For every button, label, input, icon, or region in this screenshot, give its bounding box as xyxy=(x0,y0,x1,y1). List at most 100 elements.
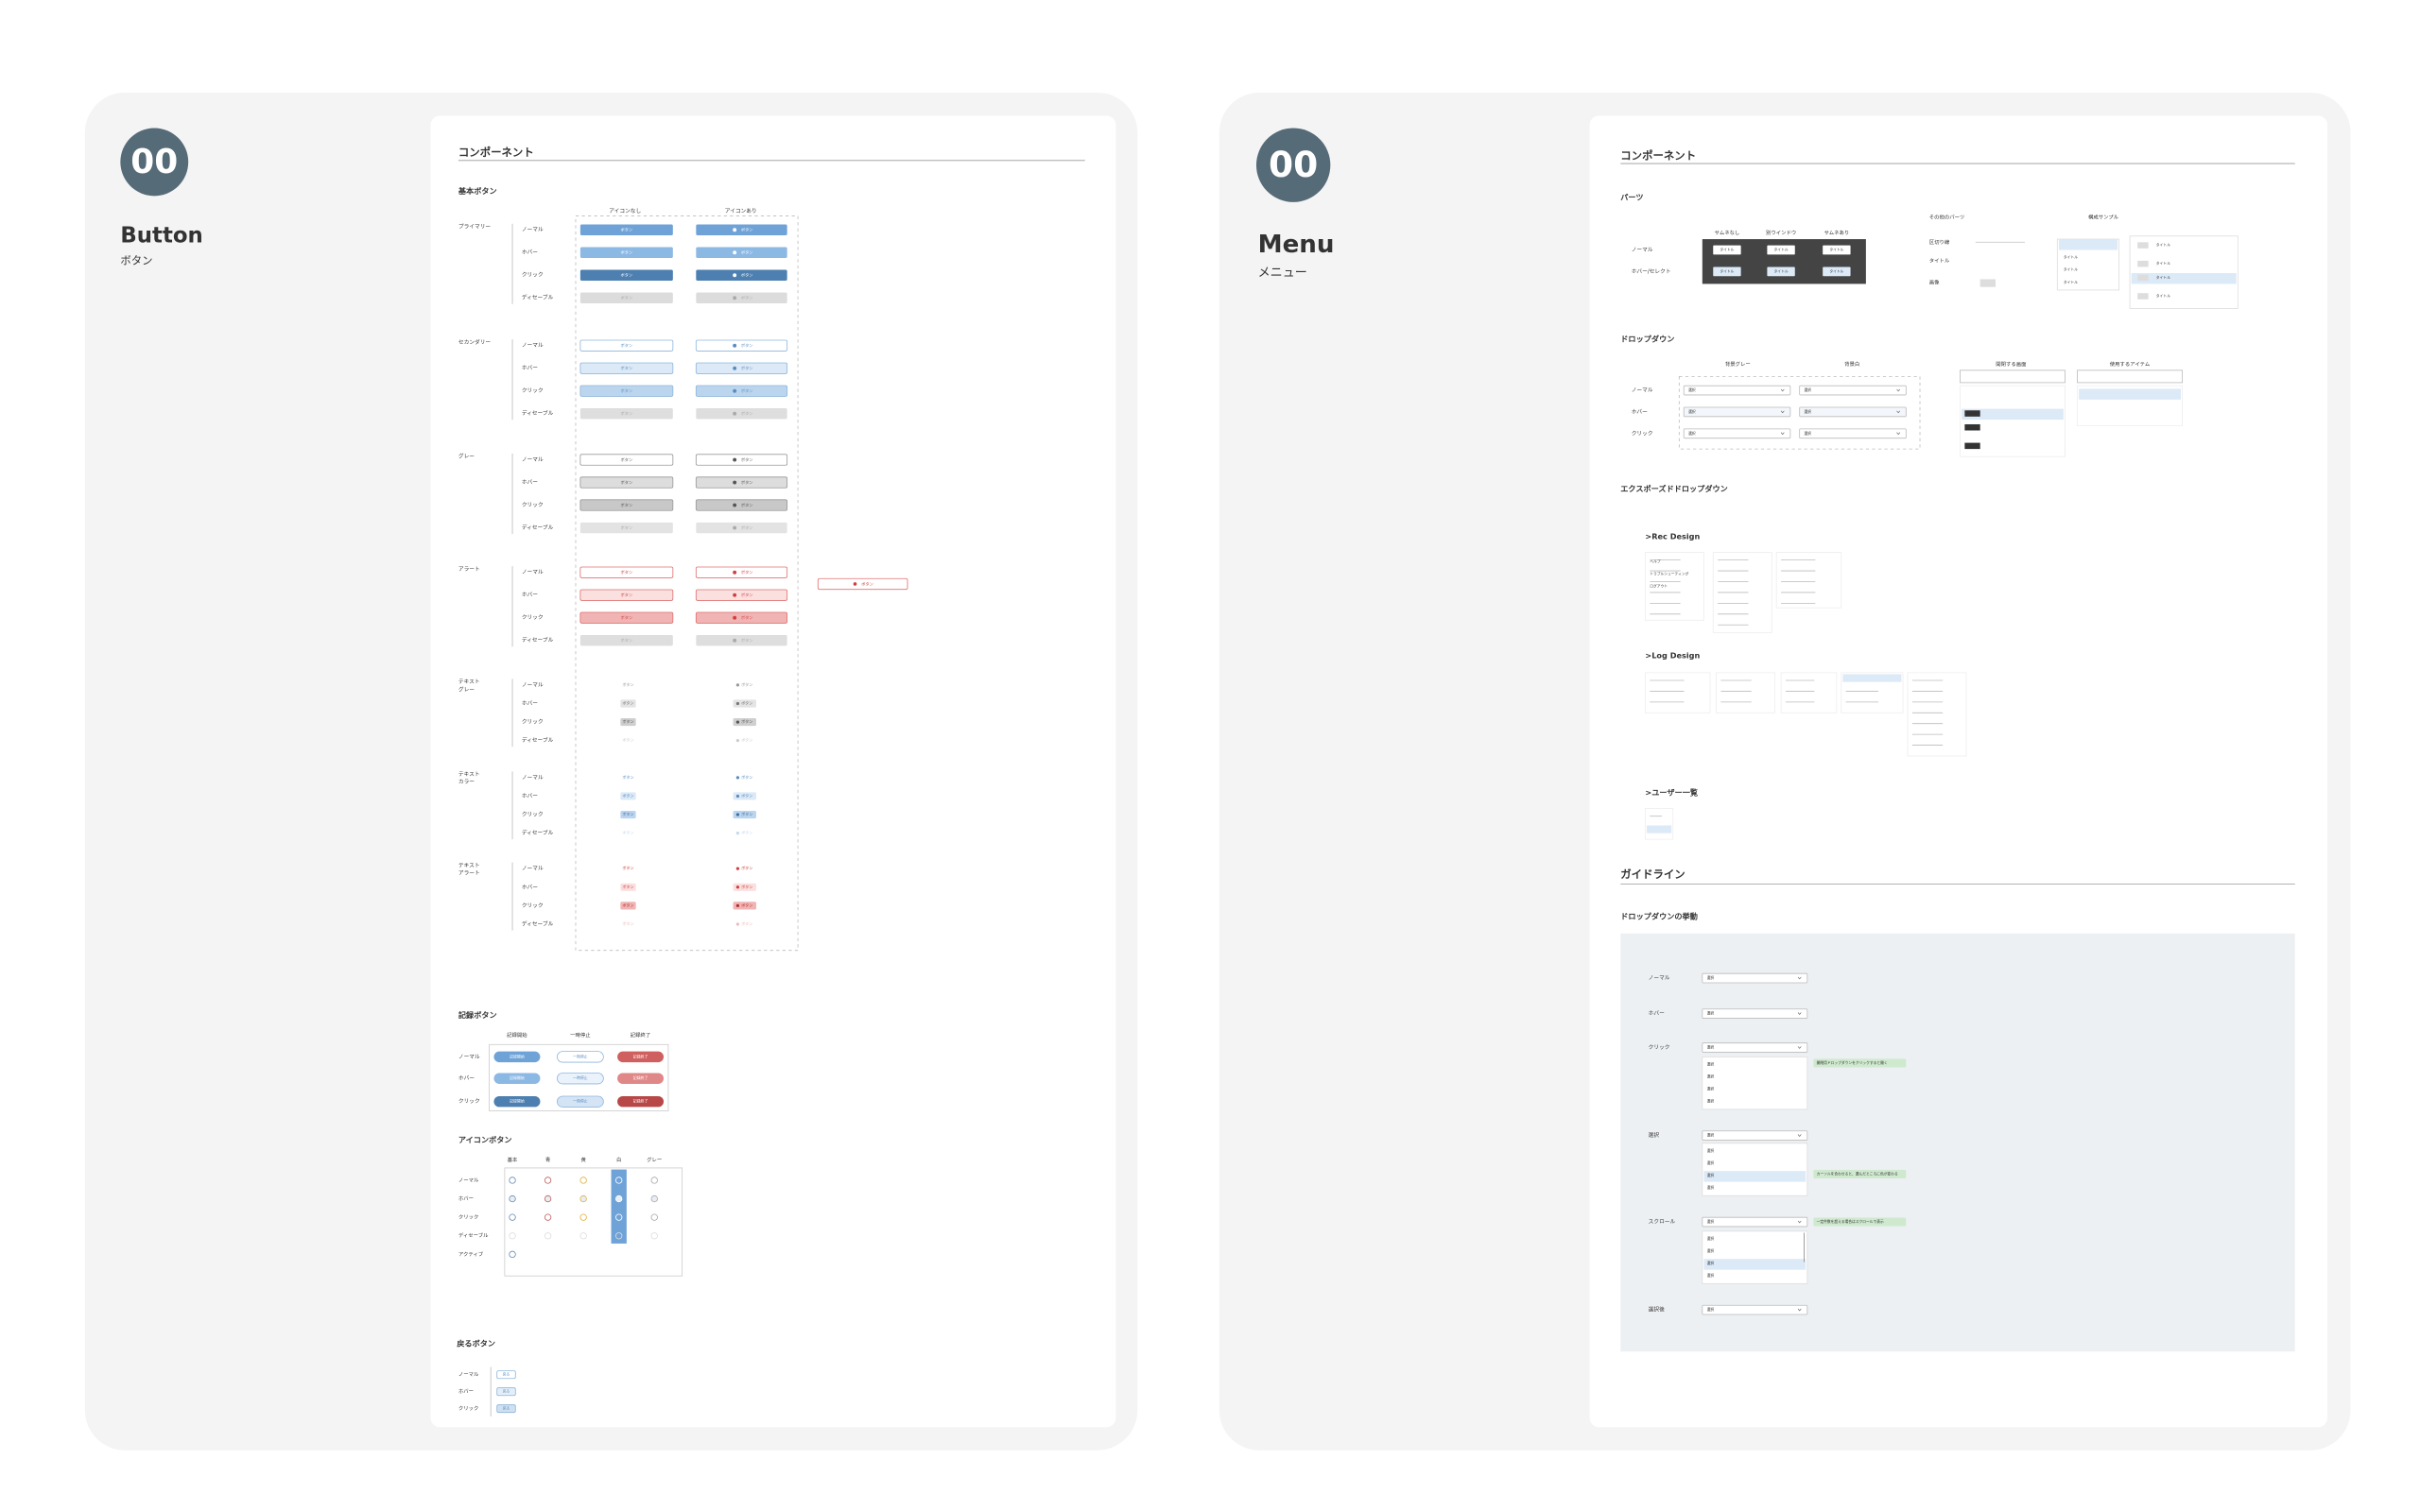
icon xyxy=(733,228,737,232)
item-label: タイトル xyxy=(2156,261,2170,266)
label: ホバー/セレクト xyxy=(1632,268,1671,275)
button-label: ボタン xyxy=(622,681,633,687)
button-label: ボタン xyxy=(621,342,633,349)
label: アイコンなし xyxy=(609,208,641,215)
button-label: ボタン xyxy=(861,580,873,587)
button-label: ボタン xyxy=(741,811,752,816)
icon-button xyxy=(650,1232,658,1240)
button xyxy=(695,385,788,397)
chevron xyxy=(1797,1046,1802,1049)
thumb xyxy=(2137,242,2149,249)
label: 区切り線 xyxy=(1929,238,1950,246)
chevron xyxy=(1797,1220,1802,1224)
icon-button xyxy=(615,1194,623,1203)
dropdown-list xyxy=(1702,1056,1808,1110)
button-label: ボタン xyxy=(621,295,633,301)
button-label: 一時停止 xyxy=(573,1075,588,1080)
chip xyxy=(733,902,756,910)
dropdown xyxy=(1702,1216,1808,1228)
item-label: タイトル xyxy=(2064,280,2078,284)
chip xyxy=(733,699,756,708)
button-label: ボタン xyxy=(741,365,753,371)
button-label: ボタン xyxy=(741,387,753,394)
icon xyxy=(735,794,740,799)
heading: パーツ xyxy=(1620,192,1643,201)
menu-sample xyxy=(1775,552,1842,609)
button-label: ボタン xyxy=(621,365,633,371)
label: ノーマル xyxy=(522,342,544,349)
button xyxy=(695,362,788,374)
button xyxy=(579,224,673,235)
label: ノーマル xyxy=(522,774,544,781)
label: ノーマル xyxy=(458,1371,479,1378)
button-label: ボタン xyxy=(621,524,633,531)
heading: アイコンボタン xyxy=(458,1135,512,1144)
icon-button xyxy=(650,1213,658,1221)
label: アイコンあり xyxy=(725,208,757,215)
label: ノーマル xyxy=(1632,387,1653,394)
label: 背景グレー xyxy=(1725,360,1751,368)
frame xyxy=(504,1167,683,1277)
option: 選択 xyxy=(1707,1173,1715,1177)
button-label: ボタン xyxy=(622,902,633,907)
button-label: ボタン xyxy=(741,737,752,743)
button-label: ボタン xyxy=(741,272,753,279)
frame xyxy=(489,1043,669,1111)
button-label: ボタン xyxy=(621,614,633,621)
button xyxy=(695,339,788,352)
chip xyxy=(733,810,756,819)
record-button xyxy=(493,1096,541,1108)
button-label: ボタン xyxy=(741,699,752,705)
icon xyxy=(733,615,737,620)
badge xyxy=(120,128,189,197)
button-sheet xyxy=(430,115,1116,1428)
button-label: ボタン xyxy=(622,811,633,816)
button-label: 記録開始 xyxy=(510,1075,525,1080)
icon xyxy=(735,776,740,780)
button-label: ボタン xyxy=(621,227,633,233)
label: アラート xyxy=(458,870,480,877)
button-label: ボタン xyxy=(622,920,633,926)
label: ホバー xyxy=(458,1075,475,1082)
label: クリック xyxy=(522,902,544,909)
button-label: ボタン xyxy=(621,456,633,463)
item-label: タイトル xyxy=(2064,267,2078,272)
label: アクティブ xyxy=(458,1250,484,1258)
button xyxy=(695,589,788,601)
label: ノーマル xyxy=(522,866,544,872)
icon xyxy=(733,250,737,255)
highlight xyxy=(1703,1171,1806,1182)
option: 選択 xyxy=(1707,1273,1715,1278)
label: ノーマル xyxy=(1632,247,1653,253)
button-label: ボタン xyxy=(621,569,633,576)
label: クリック xyxy=(522,502,544,508)
item-label: タイトル xyxy=(2064,255,2078,260)
button-label: ボタン xyxy=(741,479,753,486)
label: グレー xyxy=(458,453,475,460)
button xyxy=(696,224,787,235)
subheading: >ユーザー一覧 xyxy=(1645,788,1698,798)
icon xyxy=(733,593,737,597)
icon-button xyxy=(544,1213,552,1221)
label: グレー xyxy=(647,1156,662,1163)
button xyxy=(579,589,674,601)
label: 青 xyxy=(545,1156,551,1163)
button-label: ボタン xyxy=(741,456,753,463)
dropdown-value: 選択 xyxy=(1707,1011,1715,1016)
subheading: >Log Design xyxy=(1645,650,1700,660)
menu-item xyxy=(1823,266,1851,277)
label: スクロール xyxy=(1649,1219,1676,1226)
icon xyxy=(733,570,737,575)
option: 選択 xyxy=(1707,1261,1715,1265)
record-button xyxy=(493,1073,541,1084)
dropdown-value: 選択 xyxy=(1688,387,1696,392)
button-label: ボタン xyxy=(622,774,633,780)
button-label: ボタン xyxy=(741,524,753,531)
button-label: 記録終了 xyxy=(633,1099,648,1104)
dropdown xyxy=(1702,1008,1808,1019)
button-label: ボタン xyxy=(741,830,752,835)
icon xyxy=(735,739,740,743)
note: 開閉用ドロップダウンをクリックすると開く xyxy=(1817,1060,1888,1065)
button-label: 戻る xyxy=(503,1406,510,1411)
label: ディセーブル xyxy=(522,829,554,836)
